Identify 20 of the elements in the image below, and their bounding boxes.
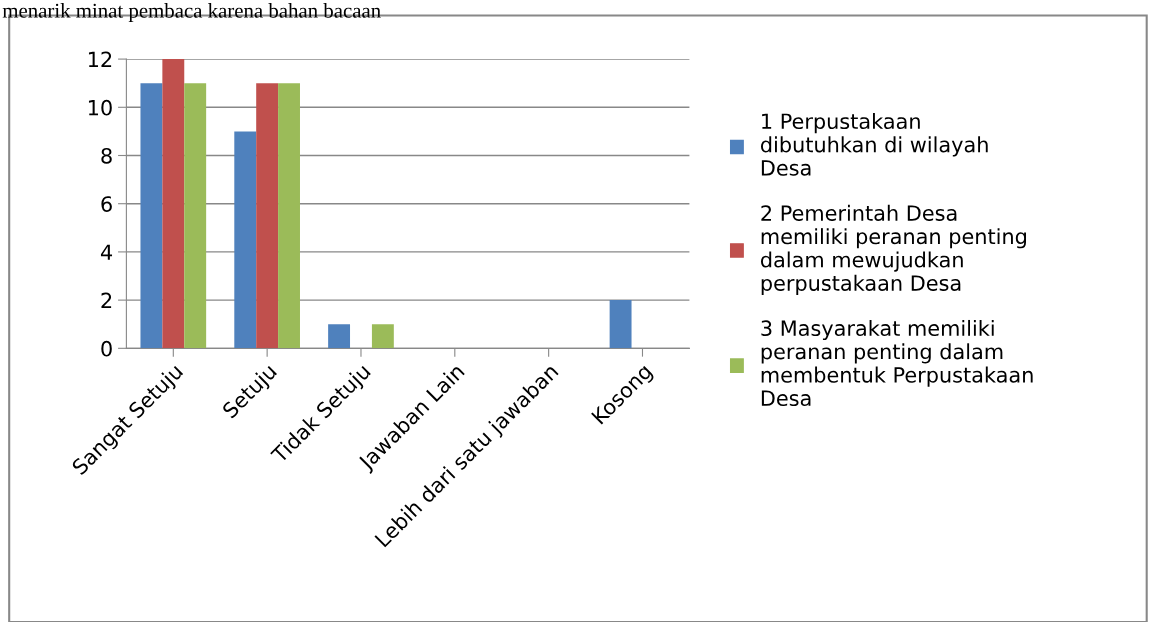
y-tick-label: 6 xyxy=(101,196,112,212)
bar xyxy=(256,83,279,349)
bar xyxy=(328,324,351,349)
y-tick-label: 12 xyxy=(88,51,112,68)
y-tick-label: 10 xyxy=(88,99,112,116)
bar xyxy=(184,83,207,349)
y-tick-label: 0 xyxy=(101,340,112,357)
bar xyxy=(609,300,632,349)
legend-label: 1 Perpustakaan dibutuhkan di wilayah Desa xyxy=(760,112,988,176)
legend-label: 3 Masyarakat memiliki peranan penting dalam membentuk Perpustakaan Desa xyxy=(761,319,1033,407)
legend-label: 2 Pemerintah Desa memiliki peranan penting dalam mewujudkan perpustakaan Desa xyxy=(760,204,1026,295)
text: menarik minat pembaca karena bahan bacaan xyxy=(2,3,381,22)
y-tick-label: 4 xyxy=(100,244,113,260)
bar xyxy=(234,131,257,349)
y-tick-label: 8 xyxy=(101,147,112,164)
bar xyxy=(140,83,163,349)
bar xyxy=(371,324,394,349)
bar xyxy=(278,83,300,349)
y-tick-label: 2 xyxy=(101,292,112,309)
bar xyxy=(162,59,185,349)
